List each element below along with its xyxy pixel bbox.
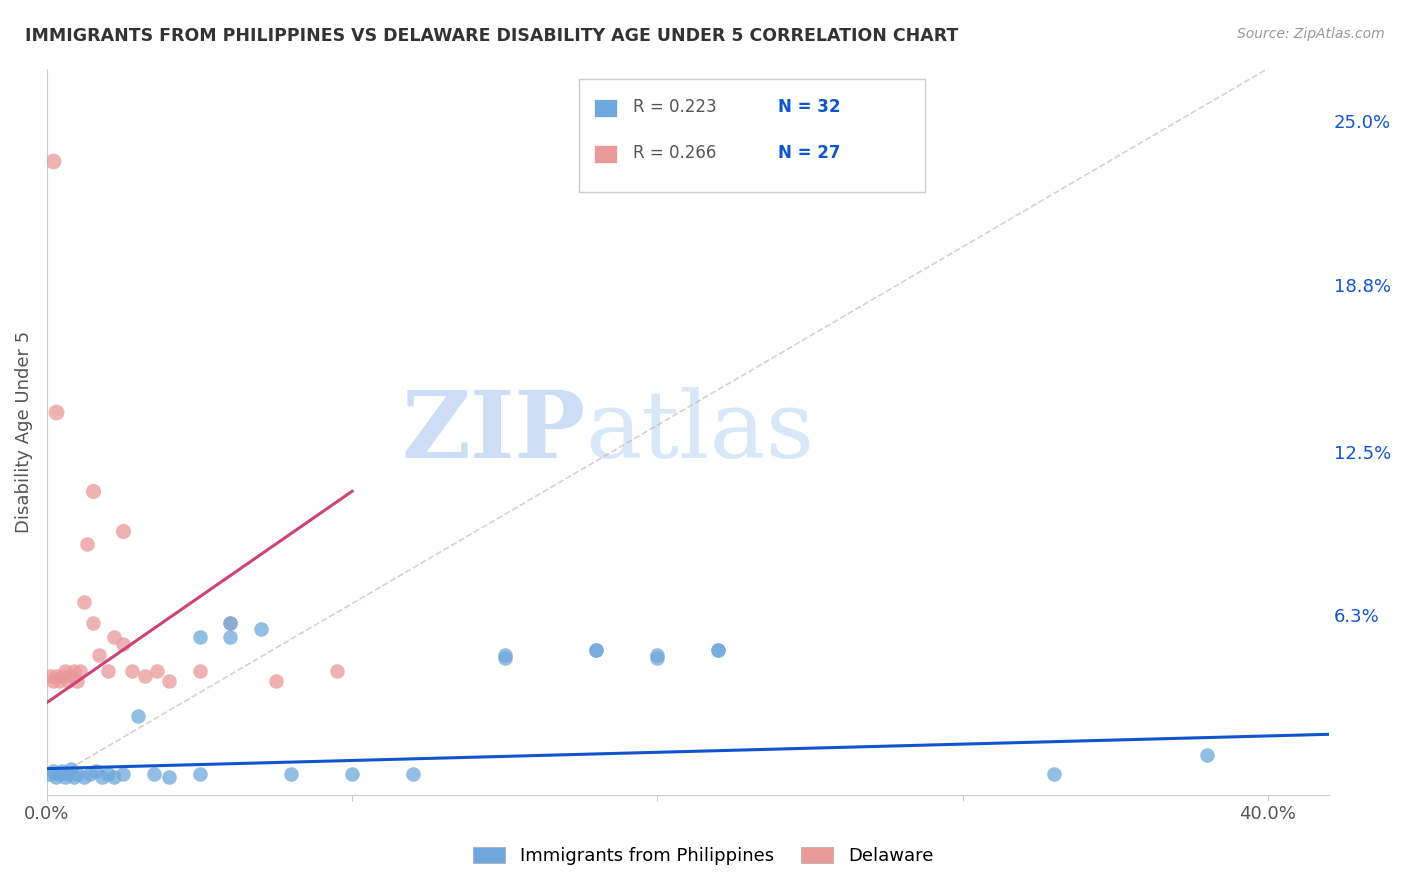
Point: [494, 648, 516, 662]
Point: [45, 405, 67, 419]
Point: [103, 770, 125, 784]
Point: [53, 664, 76, 678]
Point: [142, 767, 165, 781]
Point: [66, 767, 89, 781]
Point: [60, 762, 83, 776]
Point: [112, 524, 135, 538]
Point: [127, 708, 149, 723]
Point: [97, 767, 120, 781]
Text: ZIP: ZIP: [401, 387, 585, 477]
Point: [219, 630, 242, 644]
Point: [188, 630, 211, 644]
Point: [97, 664, 120, 678]
Point: [188, 767, 211, 781]
Point: [647, 650, 669, 665]
Point: [42, 153, 65, 168]
Point: [1043, 767, 1066, 781]
Point: [39, 669, 62, 683]
Point: [63, 664, 86, 678]
Point: [585, 642, 607, 657]
Point: [84, 764, 107, 779]
Text: Source: ZipAtlas.com: Source: ZipAtlas.com: [1237, 27, 1385, 41]
Point: [121, 664, 143, 678]
Point: [103, 630, 125, 644]
Point: [76, 537, 98, 551]
Point: [79, 767, 101, 781]
Point: [219, 616, 242, 631]
Point: [146, 664, 169, 678]
Point: [82, 484, 104, 499]
Point: [48, 767, 70, 781]
Point: [69, 664, 91, 678]
Text: N = 32: N = 32: [778, 98, 841, 116]
Point: [72, 770, 94, 784]
Text: IMMIGRANTS FROM PHILIPPINES VS DELAWARE DISABILITY AGE UNDER 5 CORRELATION CHART: IMMIGRANTS FROM PHILIPPINES VS DELAWARE …: [25, 27, 959, 45]
Text: atlas: atlas: [585, 387, 814, 477]
Point: [1195, 748, 1218, 763]
Point: [42, 764, 65, 779]
Y-axis label: Disability Age Under 5: Disability Age Under 5: [15, 331, 32, 533]
FancyBboxPatch shape: [579, 79, 925, 192]
Point: [647, 648, 669, 662]
Point: [326, 664, 349, 678]
Point: [60, 669, 83, 683]
Point: [280, 767, 302, 781]
Text: N = 27: N = 27: [778, 144, 841, 161]
FancyBboxPatch shape: [595, 99, 617, 117]
Point: [585, 642, 607, 657]
Point: [340, 767, 363, 781]
Point: [249, 622, 271, 636]
Point: [53, 770, 76, 784]
Point: [112, 767, 135, 781]
FancyBboxPatch shape: [595, 145, 617, 163]
Point: [219, 616, 242, 631]
Point: [402, 767, 425, 781]
Point: [188, 664, 211, 678]
Point: [66, 674, 89, 689]
Point: [42, 674, 65, 689]
Point: [264, 674, 287, 689]
Point: [134, 669, 156, 683]
Text: R = 0.223: R = 0.223: [633, 98, 717, 116]
Point: [51, 764, 73, 779]
Point: [45, 770, 67, 784]
Point: [157, 674, 180, 689]
Point: [51, 669, 73, 683]
Point: [494, 650, 516, 665]
Point: [48, 674, 70, 689]
Point: [39, 767, 62, 781]
Point: [87, 648, 110, 662]
Point: [112, 638, 135, 652]
Point: [707, 642, 730, 657]
Point: [58, 674, 80, 689]
Point: [72, 595, 94, 609]
Text: R = 0.266: R = 0.266: [633, 144, 716, 161]
Point: [58, 767, 80, 781]
Point: [707, 642, 730, 657]
Point: [82, 616, 104, 631]
Point: [63, 770, 86, 784]
Point: [45, 669, 67, 683]
Point: [157, 770, 180, 784]
Point: [90, 770, 112, 784]
Legend: Immigrants from Philippines, Delaware: Immigrants from Philippines, Delaware: [464, 838, 942, 874]
